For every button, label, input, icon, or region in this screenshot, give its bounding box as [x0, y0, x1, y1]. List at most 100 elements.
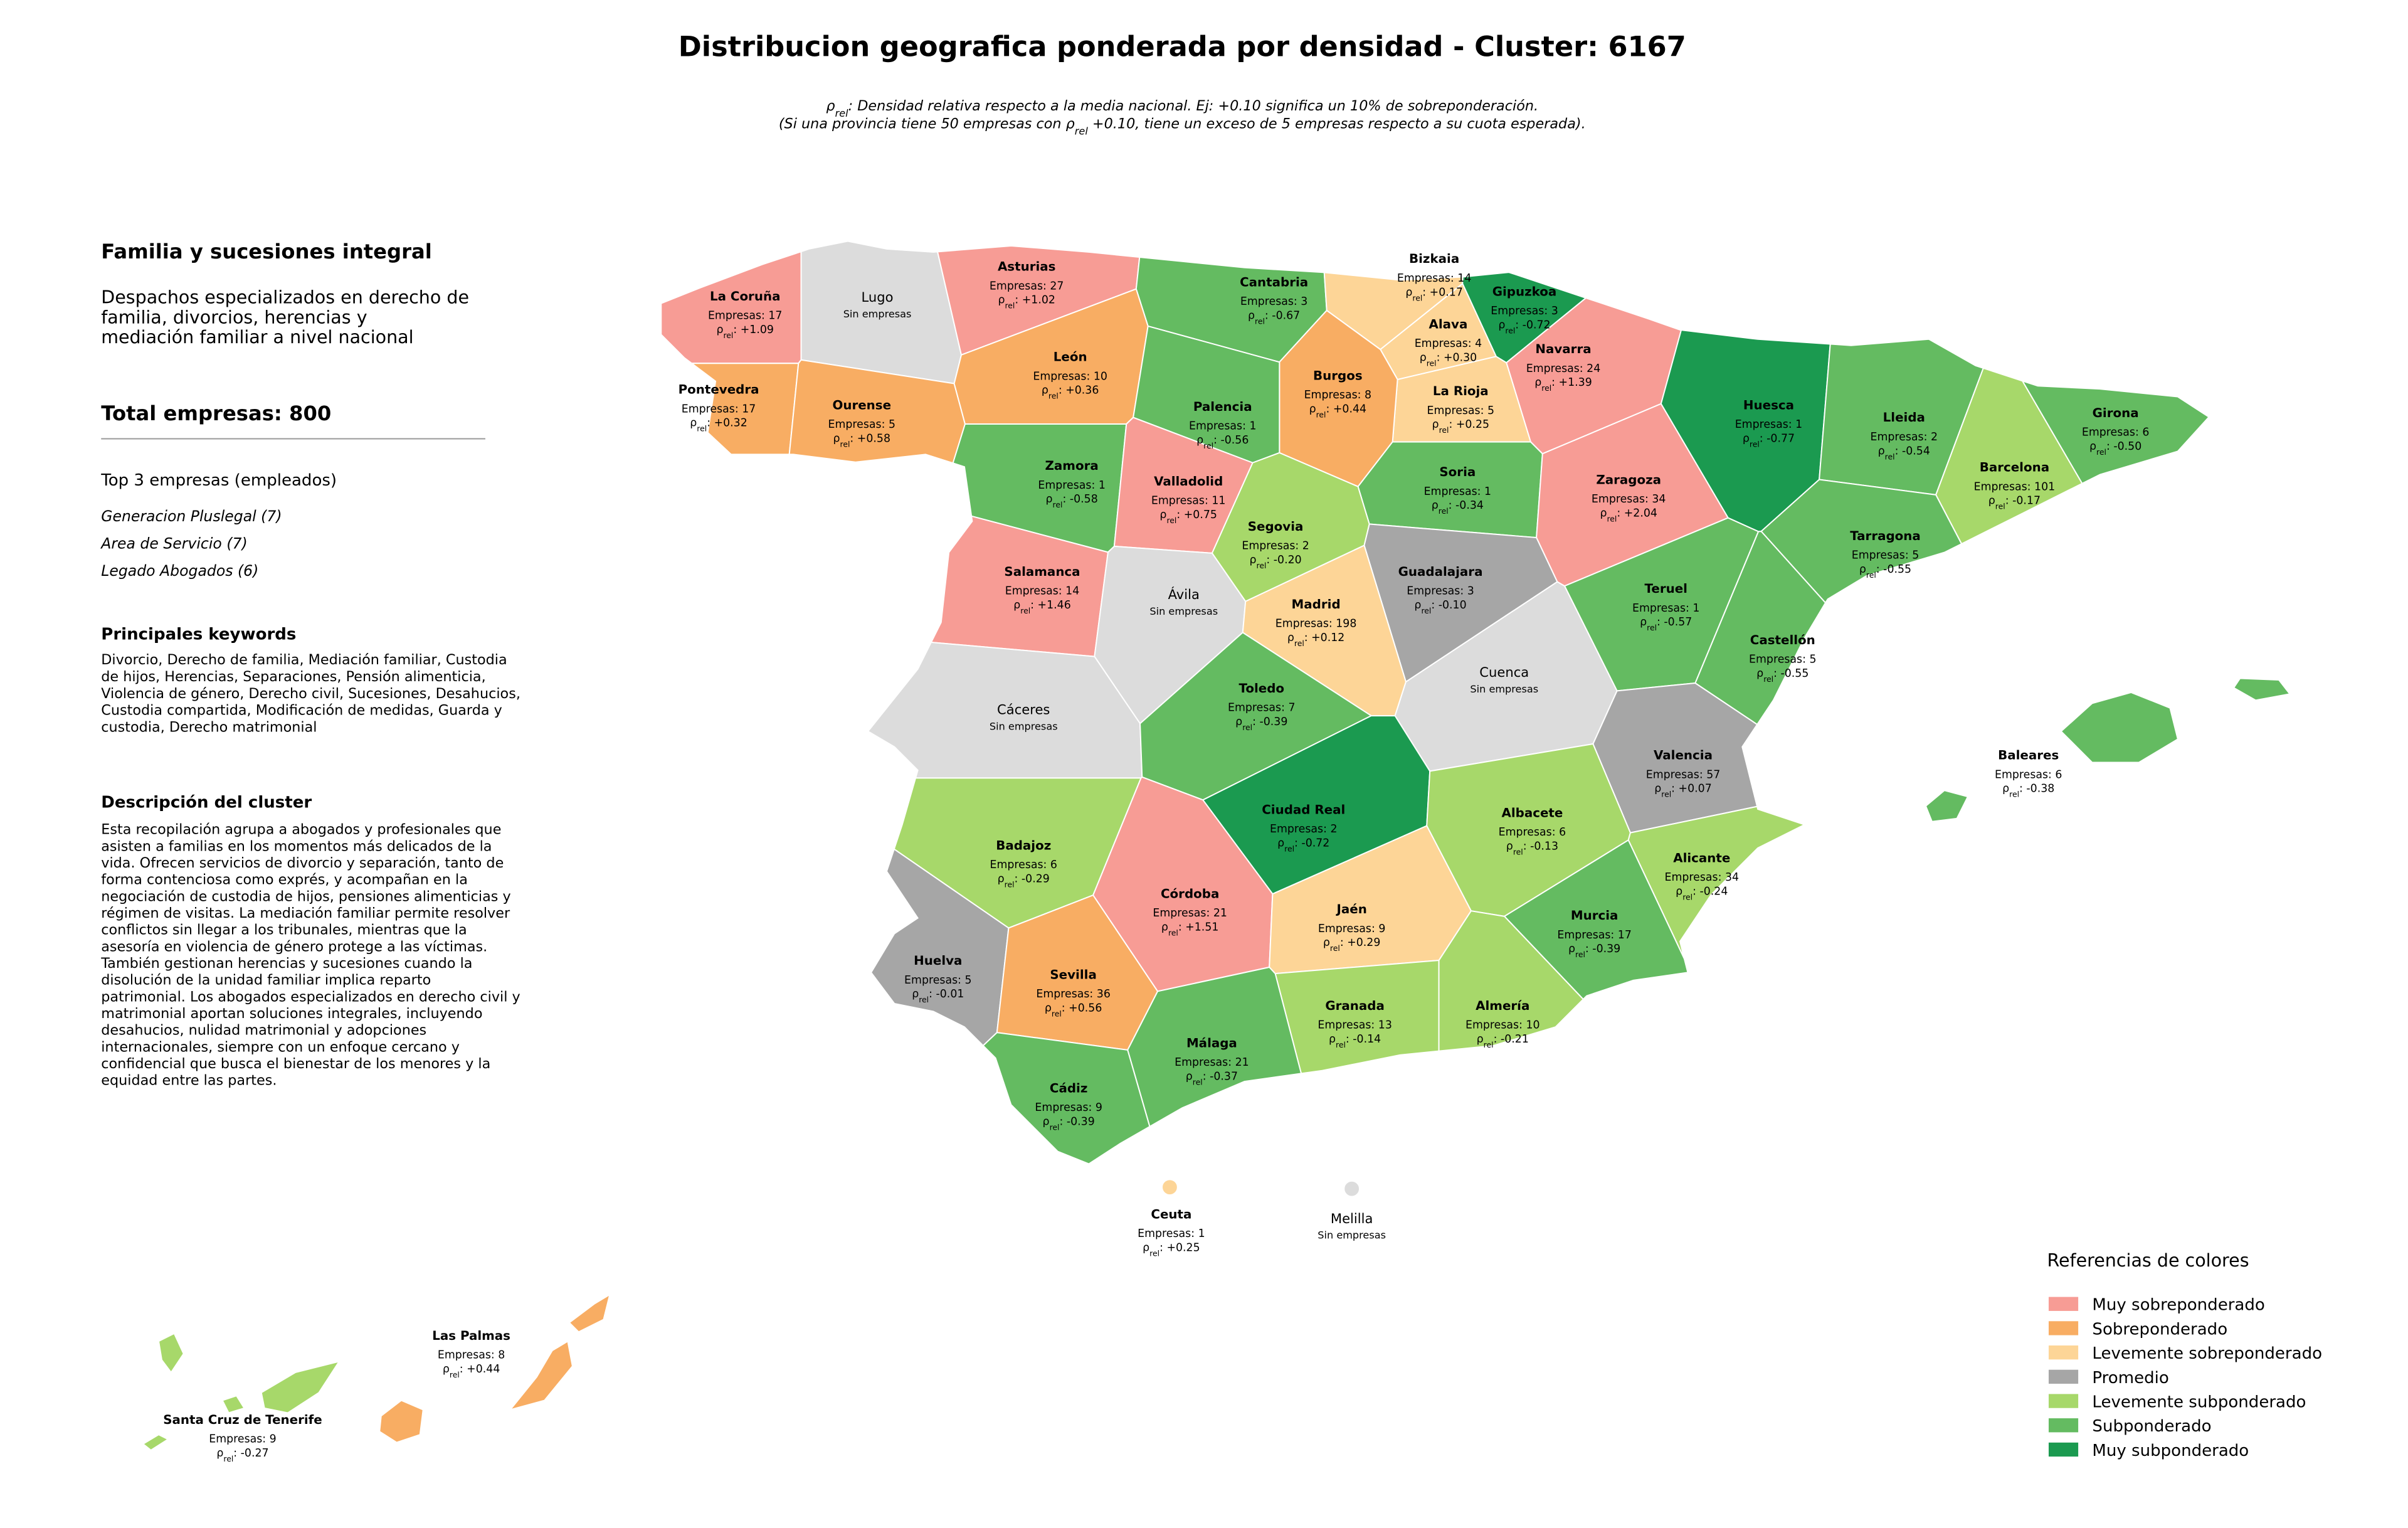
province-count: Empresas: 6	[990, 859, 1057, 871]
rho-subscript: rel	[1439, 425, 1449, 435]
title: Distribucion geografica ponderada por de…	[679, 30, 1686, 63]
description-line: confidencial que busca el bienestar de l…	[101, 1056, 490, 1072]
rho-value: : +0.44	[1326, 403, 1367, 415]
legend-label: Levemente subponderado	[2092, 1393, 2306, 1411]
rho-subscript: rel	[1048, 391, 1059, 400]
rho-symbol: ρ	[1235, 716, 1242, 728]
province-count: Empresas: 21	[1175, 1056, 1249, 1069]
rho-symbol: ρ	[1477, 1033, 1484, 1046]
rho-value: : -0.24	[1692, 885, 1728, 898]
rho-symbol: ρ	[1159, 509, 1166, 521]
rho-symbol: ρ	[1414, 599, 1421, 612]
province-rho: ρrel: -0.55	[1756, 667, 1809, 684]
province-rho: ρrel: -0.50	[2089, 440, 2141, 457]
rho-subscript: rel	[1050, 1122, 1060, 1132]
province-rho: ρrel: -0.24	[1676, 885, 1728, 901]
province-count: Empresas: 9	[1318, 923, 1385, 935]
description-line: forma contenciosa como exprés, y acompañ…	[101, 872, 468, 888]
province-count: Empresas: 9	[1035, 1101, 1102, 1114]
rho-value: : +0.58	[850, 433, 890, 445]
rho-symbol: ρ	[1534, 376, 1541, 389]
rho-value: : +0.17	[1422, 286, 1463, 299]
rho-subscript: rel	[1020, 605, 1030, 615]
rho-symbol: ρ	[1042, 385, 1048, 397]
rho-value: : -0.72	[1294, 837, 1329, 849]
rho-subscript: rel	[697, 423, 707, 433]
panel-summary: Despachos especializados en derecho de	[101, 287, 469, 308]
province-name: Baleares	[1998, 748, 2059, 763]
panel-total: Total empresas: 800	[101, 401, 331, 425]
province-count: Empresas: 198	[1275, 618, 1357, 630]
province	[1161, 1179, 1178, 1196]
province-name: Soria	[1439, 465, 1476, 479]
province-name: Bizkaia	[1409, 252, 1459, 266]
rho-value: : -0.14	[1346, 1033, 1381, 1046]
province-count: Empresas: 21	[1153, 907, 1227, 920]
subtitle-line: (Si una provincia tiene 50 empresas con …	[779, 116, 1586, 137]
province-name: Almería	[1476, 999, 1529, 1013]
legend-swatch	[2048, 1297, 2079, 1311]
rho-symbol: ρ	[1432, 418, 1439, 431]
province-rho: ρrel: +1.51	[1161, 921, 1219, 936]
province	[1438, 910, 1585, 1052]
province	[2232, 677, 2291, 701]
rho-value: : -0.01	[929, 988, 964, 1000]
rho-value: : -0.57	[1657, 616, 1692, 629]
province-rho: ρrel: -0.34	[1432, 499, 1484, 515]
rho-subscript: rel	[2096, 447, 2106, 456]
province-name: Granada	[1325, 999, 1385, 1013]
description-line: patrimonial. Los abogados especializados…	[101, 989, 520, 1005]
province-name: Zamora	[1045, 459, 1099, 473]
rho-subscript: rel	[1330, 943, 1340, 953]
province-name: Guadalajara	[1398, 565, 1483, 579]
province-rho: ρrel: -0.57	[1640, 616, 1692, 632]
rho-subscript: rel	[919, 995, 929, 1004]
province-count: Empresas: 8	[438, 1349, 505, 1362]
province-rho: ρrel: -0.39	[1043, 1116, 1095, 1132]
province-name: Badajoz	[996, 838, 1051, 852]
province-note: Sin empresas	[1318, 1229, 1386, 1241]
province-name: Lleida	[1883, 410, 1925, 425]
province	[221, 1394, 245, 1414]
rho-symbol: ρ	[1249, 554, 1256, 566]
top-company: Generacion Pluslegal (7)	[101, 507, 282, 525]
rho-symbol: ρ	[1743, 433, 1750, 445]
legend-swatch	[2048, 1369, 2079, 1384]
province-count: Empresas: 6	[2082, 427, 2149, 439]
rho-value: : +0.36	[1059, 385, 1099, 397]
province-name: Ourense	[832, 398, 891, 412]
province-rho: ρrel: +0.75	[1159, 509, 1217, 524]
province-count: Empresas: 17	[708, 310, 783, 322]
rho-value: : +1.02	[1015, 294, 1055, 307]
province-count: Empresas: 1	[1632, 602, 1699, 615]
rho-value: : -0.29	[1015, 873, 1050, 886]
province-rho: ρrel: +0.29	[1323, 936, 1381, 953]
province-rho: ρrel: -0.20	[1249, 554, 1301, 570]
province-rho: ρrel: +1.09	[716, 324, 773, 339]
province	[142, 1434, 169, 1451]
province-note: Sin empresas	[843, 308, 912, 320]
rho-value: : -0.55	[1773, 667, 1809, 680]
province-count: Empresas: 34	[1592, 493, 1666, 506]
rho-value: : +0.25	[1159, 1241, 1200, 1254]
rho-value: : -0.50	[2106, 440, 2141, 453]
province-name: Murcia	[1571, 908, 1619, 923]
province-rho: ρrel: -0.14	[1329, 1033, 1381, 1049]
panel-heading: Familia y sucesiones integral	[101, 240, 432, 263]
rho-subscript: rel	[1661, 789, 1671, 798]
rho-symbol: ρ	[1013, 599, 1020, 612]
rho-symbol: ρ	[1654, 783, 1661, 795]
province	[1343, 1180, 1361, 1197]
description-line: disolución de la unidad familiar implica…	[101, 972, 431, 989]
province-name: Ciudad Real	[1262, 802, 1345, 817]
description-title: Descripción del cluster	[101, 793, 312, 812]
province-name: Alava	[1429, 317, 1468, 331]
rho-symbol: ρ	[1568, 943, 1575, 955]
rho-subscript: rel	[1005, 300, 1015, 310]
province-rho: ρrel: -0.38	[2002, 783, 2054, 799]
rho-value: : +1.09	[733, 324, 774, 336]
province-rho: ρrel: -0.55	[1859, 563, 1911, 580]
rho-value: : +0.75	[1176, 509, 1217, 521]
description-line: negociación de custodia de hijos, pensio…	[101, 888, 510, 905]
province-name: Pontevedra	[679, 383, 759, 397]
